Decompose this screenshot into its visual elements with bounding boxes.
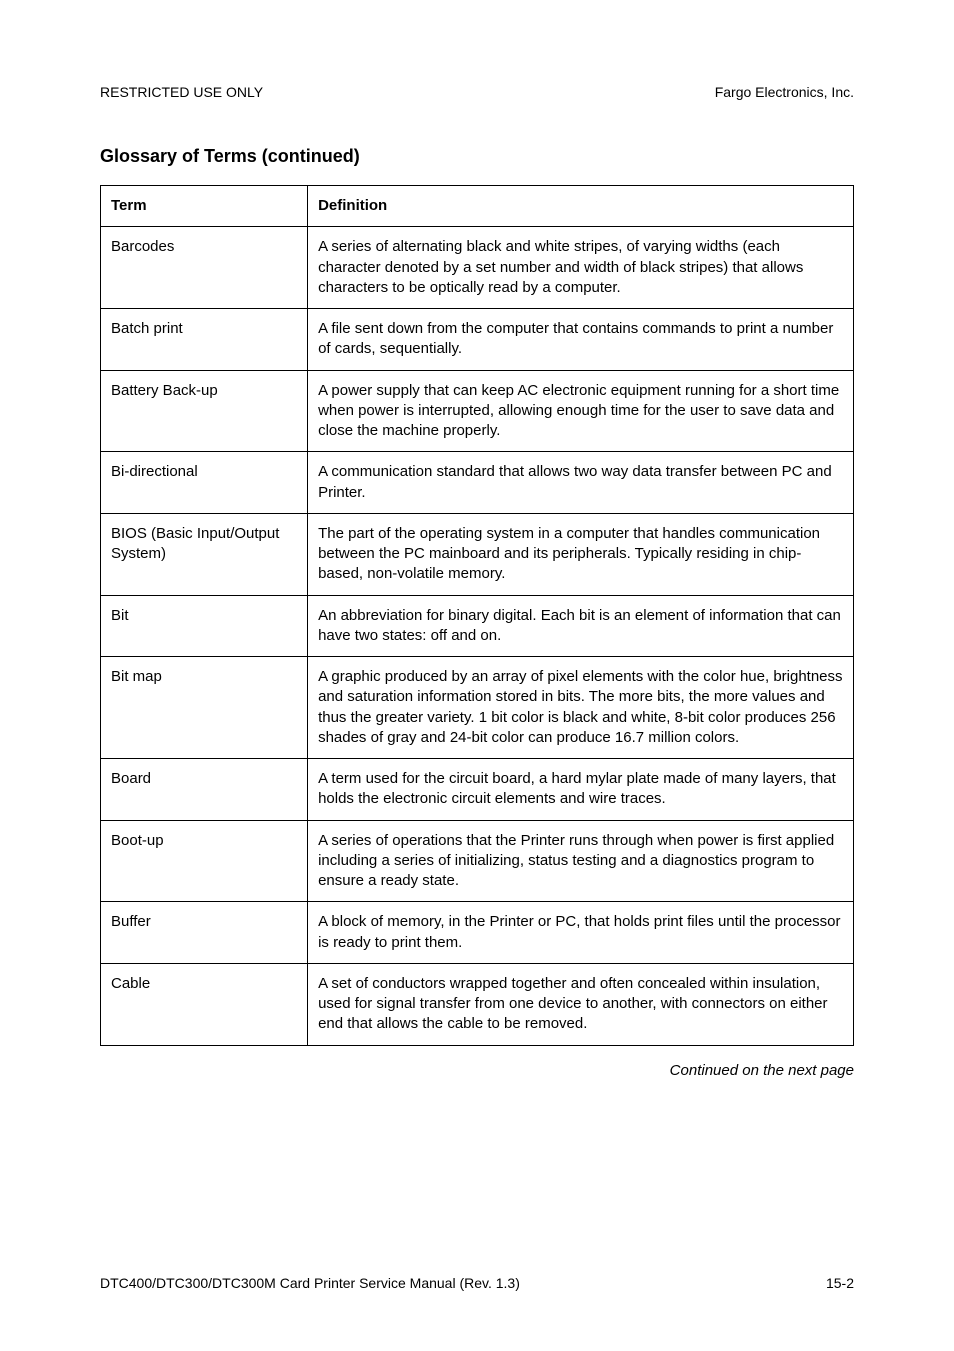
definition-cell: A series of alternating black and white … bbox=[308, 227, 854, 309]
table-header-row: Term Definition bbox=[101, 186, 854, 227]
page-header: RESTRICTED USE ONLY Fargo Electronics, I… bbox=[100, 84, 854, 100]
term-cell: Bi-directional bbox=[101, 452, 308, 514]
table-row: Bit map A graphic produced by an array o… bbox=[101, 657, 854, 759]
table-row: Board A term used for the circuit board,… bbox=[101, 759, 854, 821]
term-cell: Board bbox=[101, 759, 308, 821]
term-cell: Barcodes bbox=[101, 227, 308, 309]
page: RESTRICTED USE ONLY Fargo Electronics, I… bbox=[0, 0, 954, 1351]
definition-cell: A graphic produced by an array of pixel … bbox=[308, 657, 854, 759]
table-row: Buffer A block of memory, in the Printer… bbox=[101, 902, 854, 964]
term-cell: Boot-up bbox=[101, 820, 308, 902]
term-cell: Buffer bbox=[101, 902, 308, 964]
header-right: Fargo Electronics, Inc. bbox=[715, 84, 854, 100]
definition-cell: A term used for the circuit board, a har… bbox=[308, 759, 854, 821]
definition-cell: An abbreviation for binary digital. Each… bbox=[308, 595, 854, 657]
term-cell: Batch print bbox=[101, 309, 308, 371]
table-row: BIOS (Basic Input/Output System) The par… bbox=[101, 513, 854, 595]
table-header-term: Term bbox=[101, 186, 308, 227]
table-row: Barcodes A series of alternating black a… bbox=[101, 227, 854, 309]
glossary-table: Term Definition Barcodes A series of alt… bbox=[100, 185, 854, 1046]
section-title: Glossary of Terms (continued) bbox=[100, 146, 854, 167]
definition-cell: A set of conductors wrapped together and… bbox=[308, 963, 854, 1045]
term-cell: Battery Back-up bbox=[101, 370, 308, 452]
footer-left: DTC400/DTC300/DTC300M Card Printer Servi… bbox=[100, 1275, 520, 1291]
table-row: Battery Back-up A power supply that can … bbox=[101, 370, 854, 452]
table-row: Boot-up A series of operations that the … bbox=[101, 820, 854, 902]
header-left: RESTRICTED USE ONLY bbox=[100, 84, 263, 100]
term-cell: BIOS (Basic Input/Output System) bbox=[101, 513, 308, 595]
table-row: Cable A set of conductors wrapped togeth… bbox=[101, 963, 854, 1045]
definition-cell: A block of memory, in the Printer or PC,… bbox=[308, 902, 854, 964]
table-header-definition: Definition bbox=[308, 186, 854, 227]
page-footer: DTC400/DTC300/DTC300M Card Printer Servi… bbox=[100, 1275, 854, 1291]
definition-cell: The part of the operating system in a co… bbox=[308, 513, 854, 595]
continued-note: Continued on the next page bbox=[100, 1062, 854, 1079]
definition-cell: A file sent down from the computer that … bbox=[308, 309, 854, 371]
term-cell: Bit bbox=[101, 595, 308, 657]
table-row: Bi-directional A communication standard … bbox=[101, 452, 854, 514]
definition-cell: A communication standard that allows two… bbox=[308, 452, 854, 514]
definition-cell: A series of operations that the Printer … bbox=[308, 820, 854, 902]
footer-right: 15-2 bbox=[826, 1275, 854, 1291]
table-row: Bit An abbreviation for binary digital. … bbox=[101, 595, 854, 657]
term-cell: Cable bbox=[101, 963, 308, 1045]
term-cell: Bit map bbox=[101, 657, 308, 759]
definition-cell: A power supply that can keep AC electron… bbox=[308, 370, 854, 452]
table-row: Batch print A file sent down from the co… bbox=[101, 309, 854, 371]
